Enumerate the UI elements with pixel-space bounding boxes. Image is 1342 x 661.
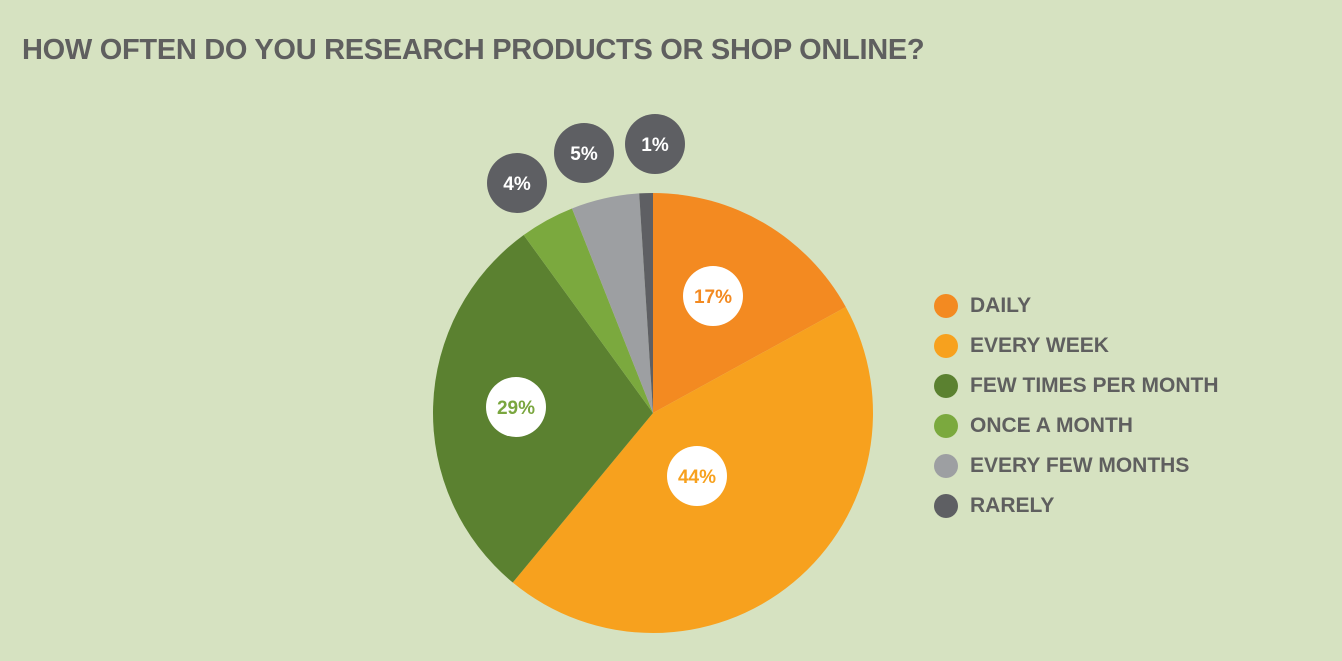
pie-slice-once-a-month xyxy=(523,208,653,413)
legend-item: ONCE A MONTH xyxy=(934,406,1219,446)
chart-legend: DAILY EVERY WEEK FEW TIMES PER MONTH ONCE A… xyxy=(934,286,1219,526)
slice-value-label: 1% xyxy=(641,135,669,156)
legend-swatch xyxy=(934,374,958,398)
legend-item: FEW TIMES PER MONTH xyxy=(934,366,1219,406)
pie-slice-rarely xyxy=(639,193,653,413)
legend-swatch xyxy=(934,414,958,438)
legend-item: RARELY xyxy=(934,486,1219,526)
slice-label-badge xyxy=(667,446,727,506)
slice-label-badge xyxy=(625,114,685,174)
slice-label-badge xyxy=(554,123,614,183)
pie-slice-every-few-months xyxy=(572,193,653,413)
legend-item: EVERY FEW MONTHS xyxy=(934,446,1219,486)
slice-label-badge xyxy=(486,377,546,437)
slice-value-label: 5% xyxy=(570,144,598,165)
legend-label: DAILY xyxy=(970,294,1032,317)
legend-label: FEW TIMES PER MONTH xyxy=(970,374,1219,397)
slice-value-label: 17% xyxy=(694,287,732,308)
legend-label: EVERY FEW MONTHS xyxy=(970,454,1190,477)
chart-title: HOW OFTEN DO YOU RESEARCH PRODUCTS OR SH… xyxy=(22,34,925,66)
slice-value-label: 44% xyxy=(678,467,716,488)
legend-label: RARELY xyxy=(970,494,1055,517)
slice-label-badge xyxy=(487,153,547,213)
legend-swatch xyxy=(934,294,958,318)
pie-slice-daily xyxy=(653,193,846,413)
legend-item: EVERY WEEK xyxy=(934,326,1219,366)
slice-value-label: 4% xyxy=(503,174,531,195)
legend-item: DAILY xyxy=(934,286,1219,326)
slice-label-badge xyxy=(683,266,743,326)
legend-label: EVERY WEEK xyxy=(970,334,1109,357)
legend-swatch xyxy=(934,494,958,518)
slice-value-label: 29% xyxy=(497,398,535,419)
legend-swatch xyxy=(934,454,958,478)
legend-swatch xyxy=(934,334,958,358)
legend-label: ONCE A MONTH xyxy=(970,414,1133,437)
